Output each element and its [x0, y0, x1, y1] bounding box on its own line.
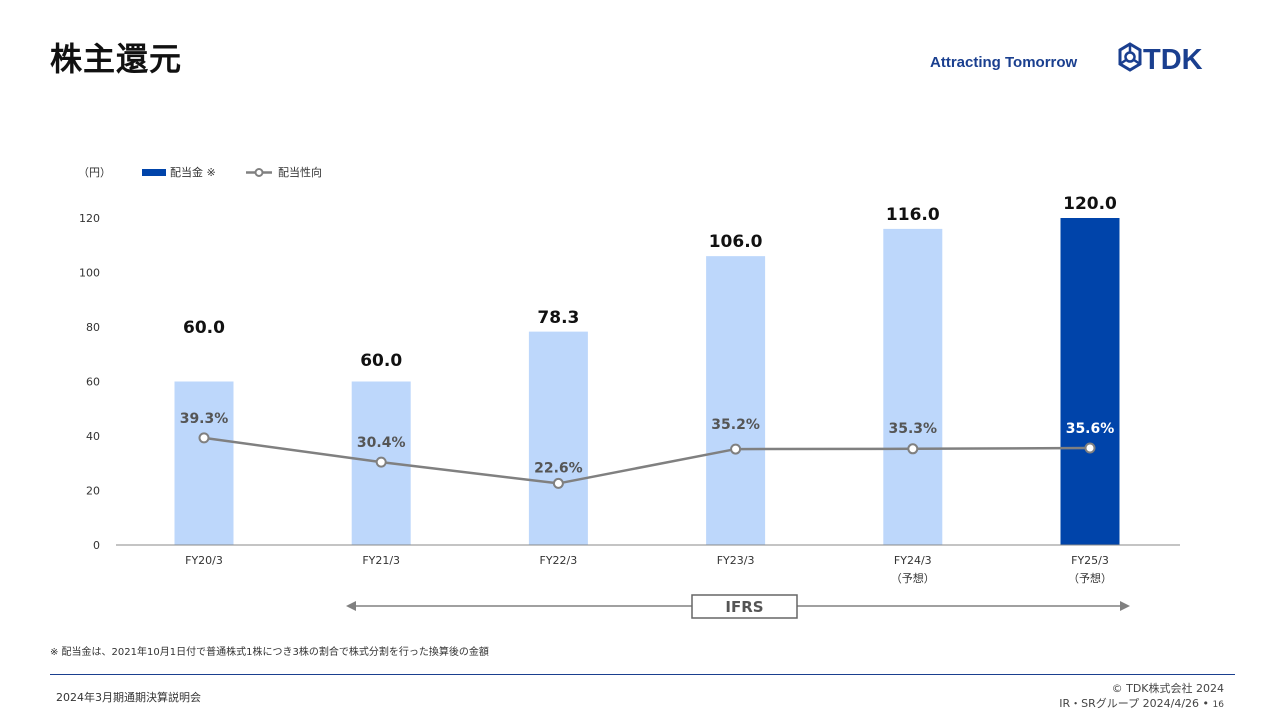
payout-point — [730, 443, 742, 455]
y-tick-label: 40 — [86, 430, 100, 443]
footer-department-line: IR・SRグループ 2024/4/26 • 16 — [1059, 696, 1224, 713]
tagline: Attracting Tomorrow — [930, 54, 1078, 71]
ifrs-label: IFRS — [725, 598, 763, 616]
y-tick-label: 100 — [79, 267, 100, 280]
y-axis: 0 20 40 60 80 100 120 — [79, 212, 100, 552]
x-tick-sublabel: （予想） — [891, 571, 935, 585]
legend-label-dividend: 配当金 ※ — [170, 165, 216, 179]
page-number: 16 — [1212, 700, 1224, 710]
x-tick-label: FY22/3 — [540, 554, 578, 567]
page-title: 株主還元 — [50, 40, 183, 78]
bar-value-label: 120.0 — [1063, 194, 1117, 214]
bar-value-label: 78.3 — [537, 308, 579, 328]
tdk-logo: TDK — [1118, 42, 1203, 74]
payout-series-line — [203, 436, 1091, 485]
legend: （円） 配当金 ※ 配当性向 — [78, 165, 322, 179]
footer-department: IR・SRグループ 2024/4/26 • — [1059, 697, 1210, 710]
x-tick-label: FY20/3 — [185, 554, 223, 567]
footer-divider — [50, 674, 1235, 675]
bar — [174, 381, 234, 545]
bar-value-label: 60.0 — [183, 318, 225, 338]
y-tick-label: 20 — [86, 485, 100, 498]
bar — [528, 331, 588, 545]
payout-label: 35.2% — [711, 417, 760, 433]
payout-point — [552, 477, 564, 489]
y-tick-label: 120 — [79, 212, 100, 225]
payout-label: 22.6% — [534, 460, 583, 476]
payout-label: 35.6% — [1066, 421, 1115, 437]
bar — [1060, 218, 1120, 545]
x-axis: FY20/3 FY21/3 FY22/3 FY23/3 FY24/3 （予想） FY25/3… — [185, 554, 1112, 585]
payout-label: 35.3% — [889, 421, 938, 437]
bar-value-label: 116.0 — [886, 205, 940, 225]
payout-point — [907, 443, 919, 455]
footer-event: 2024年3月期通期決算説明会 — [56, 691, 201, 704]
payout-label: 39.3% — [180, 411, 229, 427]
ifrs-range: IFRS — [346, 594, 1130, 619]
arrow-right-icon — [1120, 601, 1130, 611]
footer-right: © TDK株式会社 2024 IR・SRグループ 2024/4/26 • 16 — [1059, 681, 1224, 713]
y-tick-label: 60 — [86, 376, 100, 389]
tdk-emblem-icon — [1118, 42, 1142, 72]
legend-swatch-bar — [142, 169, 166, 176]
bars — [174, 218, 1120, 545]
unit-label: （円） — [78, 166, 111, 179]
bar-value-label: 60.0 — [360, 351, 402, 371]
x-tick-label: FY21/3 — [362, 554, 400, 567]
payout-point — [375, 456, 387, 468]
y-tick-label: 80 — [86, 321, 100, 334]
copyright: © TDK株式会社 2024 — [1111, 682, 1224, 695]
x-tick-sublabel: （予想） — [1068, 571, 1112, 585]
payout-line: 39.3% 30.4% 22.6% 35.2% 35.3% 35.6% 60.0 60.0 78… — [180, 194, 1117, 489]
x-tick-label: FY25/3 — [1071, 554, 1109, 567]
ifrs-box — [691, 594, 798, 619]
x-tick-label: FY23/3 — [717, 554, 755, 567]
logo-text: TDK — [1143, 44, 1203, 74]
arrow-left-icon — [346, 601, 356, 611]
payout-label: 30.4% — [357, 435, 406, 451]
payout-point — [198, 432, 210, 444]
legend-label-payout: 配当性向 — [278, 165, 322, 179]
bar-value-label: 106.0 — [709, 232, 763, 252]
bar — [706, 256, 766, 545]
footnote: ※ 配当金は、2021年10月1日付で普通株式1株につき3株の割合で株式分割を行… — [50, 647, 489, 658]
legend-swatch-marker — [254, 168, 264, 177]
x-tick-label: FY24/3 — [894, 554, 932, 567]
y-tick-label: 0 — [93, 539, 100, 552]
bar — [883, 228, 943, 545]
payout-point — [1084, 442, 1096, 454]
